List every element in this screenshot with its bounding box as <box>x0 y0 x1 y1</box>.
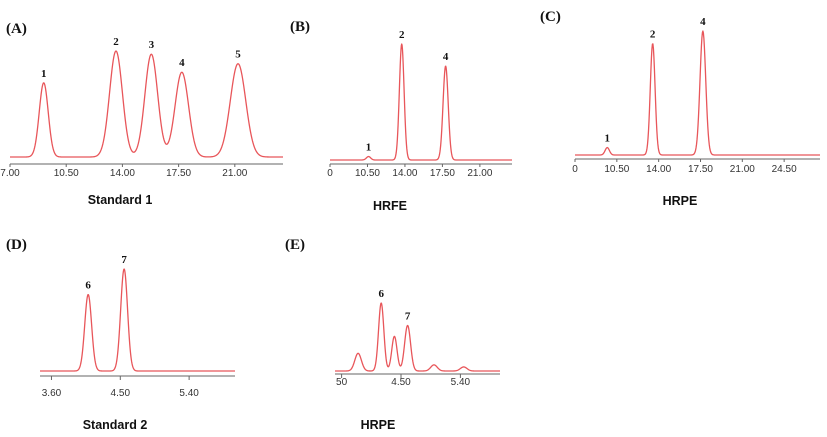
x-tick-label: 50 <box>336 377 348 388</box>
x-tick-label: 21.00 <box>467 168 492 179</box>
peak-label-2: 2 <box>399 29 405 41</box>
caption-standard-1: Standard 1 <box>88 193 153 207</box>
peak-label-1: 1 <box>41 68 47 80</box>
x-tick-label: 4.50 <box>111 388 131 399</box>
chromatogram-trace-e <box>334 302 501 372</box>
x-tick-label: 10.50 <box>355 168 380 179</box>
x-tick-label: 0 <box>327 168 333 179</box>
plot-e: 50 4.50 5.40 6 7 <box>334 288 501 388</box>
chromatogram-trace-d <box>39 268 236 372</box>
x-tick-label: 10.50 <box>54 168 79 179</box>
peak-label-6: 6 <box>378 288 384 300</box>
x-tick-label: 14.00 <box>392 168 417 179</box>
panel-label-a: (A) <box>6 21 27 37</box>
panel-label-c: (C) <box>540 9 561 25</box>
chromatogram-trace-b <box>329 43 513 161</box>
x-tick-label: 0 <box>572 164 578 175</box>
peak-label-2: 2 <box>113 36 119 48</box>
caption-standard-2: Standard 2 <box>83 418 148 432</box>
x-tick-label: 4.50 <box>391 377 411 388</box>
plot-b: 0 10.50 14.00 17.50 21.00 1 2 4 <box>327 29 513 179</box>
panel-label-d: (D) <box>6 237 27 253</box>
caption-hrpe-c: HRPE <box>663 194 698 208</box>
panel-b: (B) 0 10.50 14.00 17.50 21.00 1 2 4 HRFE <box>290 19 513 213</box>
peak-label-7: 7 <box>405 310 411 322</box>
panel-label-e: (E) <box>285 237 305 253</box>
x-tick-label: 21.00 <box>222 168 247 179</box>
plot-c: 0 10.50 14.00 17.50 21.00 24.50 1 2 4 <box>572 16 821 175</box>
peak-label-2: 2 <box>650 28 656 40</box>
x-tick-label: 14.00 <box>646 164 671 175</box>
peak-label-1: 1 <box>605 133 611 145</box>
plot-a: 7.00 10.50 14.00 17.50 21.00 1 2 3 4 5 <box>0 36 284 179</box>
panel-a: (A) 7.00 10.50 14.00 17.50 21.00 1 2 3 4 5 Standa… <box>0 21 284 207</box>
x-tick-label: 7.00 <box>0 168 20 179</box>
x-tick-label: 3.60 <box>42 388 62 399</box>
peak-label-1: 1 <box>366 142 372 154</box>
panel-d: (D) 3.60 4.50 5.40 6 7 Standard 2 <box>6 237 236 432</box>
x-tick-label: 17.50 <box>688 164 713 175</box>
x-tick-label: 17.50 <box>166 168 191 179</box>
peak-label-6: 6 <box>85 280 91 292</box>
x-tick-label: 10.50 <box>604 164 629 175</box>
peak-label-4: 4 <box>179 57 185 69</box>
x-tick-label: 24.50 <box>772 164 797 175</box>
peak-label-4: 4 <box>700 16 706 28</box>
peak-label-7: 7 <box>121 254 127 266</box>
chromatogram-trace-c <box>574 30 821 156</box>
panel-label-b: (B) <box>290 19 310 35</box>
chromatogram-trace-a <box>9 50 284 158</box>
plot-d: 3.60 4.50 5.40 6 7 <box>39 254 236 399</box>
peak-label-5: 5 <box>235 49 241 61</box>
panel-c: (C) 0 10.50 14.00 17.50 21.00 24.50 1 2 4 HRPE <box>540 9 821 208</box>
x-tick-label: 17.50 <box>430 168 455 179</box>
caption-hrpe-e: HRPE <box>361 418 396 432</box>
peak-label-4: 4 <box>443 51 449 63</box>
x-tick-label: 5.40 <box>179 388 199 399</box>
x-tick-label: 5.40 <box>451 377 471 388</box>
x-tick-label: 21.00 <box>730 164 755 175</box>
caption-hrfe: HRFE <box>373 199 407 213</box>
x-tick-label: 14.00 <box>110 168 135 179</box>
panel-e: (E) 50 4.50 5.40 6 7 HRPE <box>285 237 501 432</box>
peak-label-3: 3 <box>149 39 155 51</box>
